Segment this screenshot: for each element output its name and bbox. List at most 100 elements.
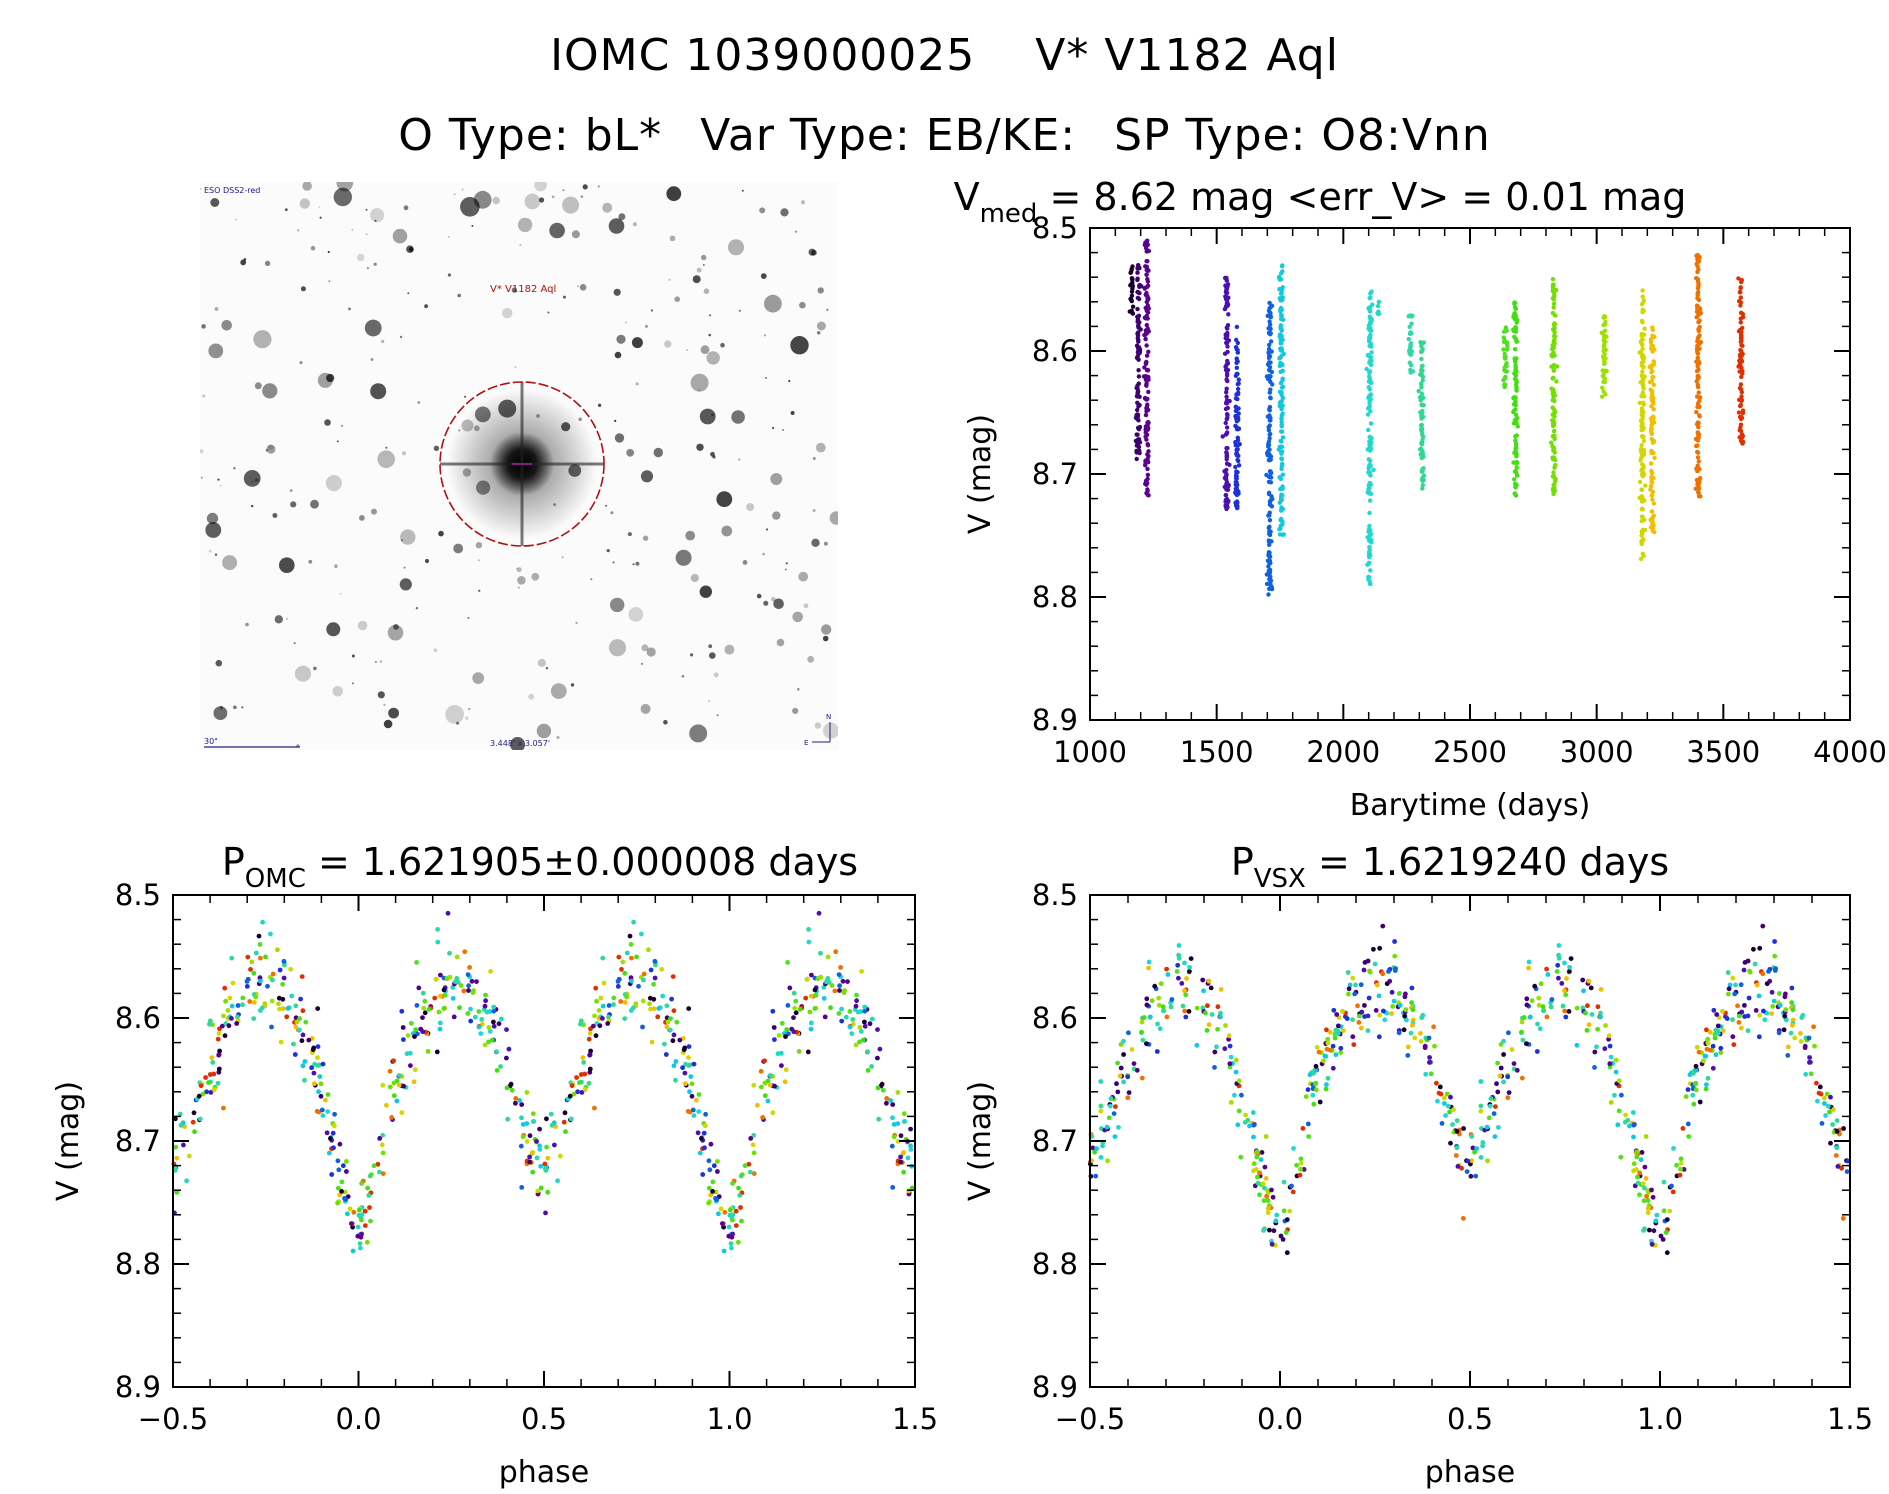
phase-point bbox=[1563, 992, 1569, 998]
phase-point bbox=[1461, 1126, 1466, 1131]
phase-point bbox=[663, 1052, 669, 1057]
phase-point bbox=[350, 1248, 356, 1254]
light-curve-point bbox=[1738, 310, 1744, 315]
field-star bbox=[675, 549, 692, 566]
light-curve-point bbox=[1267, 474, 1273, 480]
phase-point bbox=[506, 1046, 512, 1052]
phase-point bbox=[1612, 1092, 1617, 1098]
field-star bbox=[457, 293, 462, 298]
phase-point bbox=[647, 1001, 652, 1007]
light-curve-point bbox=[1267, 423, 1273, 428]
phase-point bbox=[1105, 1158, 1110, 1164]
phase-point bbox=[240, 1002, 245, 1008]
light-curve-point bbox=[1143, 434, 1148, 439]
light-curve-point bbox=[1280, 435, 1286, 440]
field-star bbox=[788, 379, 791, 383]
phase-point bbox=[694, 1097, 699, 1103]
phase-point bbox=[276, 1001, 281, 1007]
figure-title-line2: O Type: bL* Var Type: EB/KE: SP Type: O8:V… bbox=[0, 110, 1889, 161]
light-curve-point bbox=[1739, 342, 1744, 348]
phase-point bbox=[875, 1027, 880, 1032]
light-curve-point bbox=[1601, 337, 1607, 343]
field-star bbox=[267, 444, 274, 451]
light-curve-point bbox=[1144, 272, 1149, 277]
phase-point bbox=[1825, 1103, 1831, 1109]
phase-point bbox=[438, 972, 443, 978]
field-star bbox=[308, 559, 313, 564]
field-star bbox=[516, 567, 519, 570]
phase-point bbox=[641, 977, 646, 983]
phase-point bbox=[730, 1231, 735, 1237]
phase-point bbox=[624, 950, 630, 956]
phase-point bbox=[839, 1018, 845, 1024]
light-curve-point bbox=[1144, 322, 1150, 328]
phase-point bbox=[865, 1049, 870, 1054]
phase-point bbox=[1141, 1015, 1147, 1020]
phase-point bbox=[1762, 1017, 1768, 1023]
light-curve-point bbox=[1551, 301, 1557, 306]
phase-point bbox=[671, 1032, 677, 1038]
light-curve-point bbox=[1367, 307, 1372, 313]
phase-point bbox=[1334, 1012, 1340, 1017]
light-curve-point bbox=[1514, 470, 1519, 476]
phase-point bbox=[1715, 1023, 1721, 1029]
phase-point bbox=[697, 1150, 703, 1156]
phase-point bbox=[636, 983, 641, 989]
phase-point bbox=[1595, 1026, 1600, 1032]
light-curve-point bbox=[1145, 466, 1150, 472]
light-curve-point bbox=[1513, 482, 1518, 487]
phase-point bbox=[1581, 988, 1586, 994]
phase-point bbox=[665, 1019, 671, 1025]
phase-point bbox=[1250, 1110, 1256, 1115]
phase-point bbox=[257, 942, 263, 947]
field-star bbox=[370, 383, 387, 400]
light-curve-point bbox=[1145, 377, 1150, 383]
field-star bbox=[265, 449, 268, 452]
phase-point bbox=[299, 974, 305, 979]
phase-point bbox=[1724, 1016, 1730, 1021]
field-star bbox=[644, 324, 648, 328]
phase-point bbox=[377, 1136, 383, 1141]
phase-point bbox=[581, 1060, 587, 1065]
phase-point bbox=[733, 1223, 739, 1228]
phase-point bbox=[1585, 1003, 1590, 1009]
light-curve-point bbox=[1647, 380, 1653, 385]
light-curve-point bbox=[1641, 373, 1646, 379]
phase-point bbox=[751, 1132, 757, 1138]
field-star bbox=[534, 182, 547, 192]
phase-point bbox=[1358, 1025, 1364, 1031]
phase-point bbox=[1434, 1080, 1439, 1086]
light-curve-point bbox=[1365, 447, 1371, 452]
phase-point bbox=[1227, 1043, 1233, 1049]
phase-point bbox=[1752, 961, 1758, 967]
phase-point bbox=[1283, 1230, 1289, 1235]
phase-point bbox=[544, 1116, 549, 1122]
light-curve-point bbox=[1640, 400, 1646, 405]
phase-point bbox=[316, 1062, 322, 1068]
light-curve-points bbox=[1127, 238, 1746, 597]
phase-point bbox=[597, 1023, 603, 1029]
phase-point bbox=[1480, 1143, 1485, 1149]
phase-point bbox=[311, 1070, 317, 1076]
field-star bbox=[245, 622, 249, 627]
light-curve-point bbox=[1553, 313, 1558, 318]
field-star bbox=[666, 186, 682, 202]
light-curve-ylabel: V (mag) bbox=[963, 414, 998, 534]
field-star bbox=[221, 320, 232, 331]
phase-point bbox=[739, 1172, 745, 1177]
phase-point bbox=[825, 954, 831, 960]
phase-point bbox=[278, 1039, 284, 1045]
field-star bbox=[614, 351, 622, 359]
field-star bbox=[635, 561, 640, 566]
phase-point bbox=[686, 1006, 692, 1011]
light-curve-point bbox=[1551, 473, 1557, 479]
phase-point bbox=[538, 1185, 544, 1191]
light-curve-point bbox=[1367, 369, 1373, 374]
phase-point bbox=[699, 1136, 704, 1141]
phase-point bbox=[472, 1014, 478, 1020]
light-curve-point bbox=[1649, 426, 1654, 431]
phase-point bbox=[713, 1196, 718, 1201]
phase-point bbox=[1808, 1071, 1814, 1077]
y-tick-label: 8.9 bbox=[1032, 1370, 1078, 1404]
phase-point bbox=[1770, 1004, 1776, 1009]
